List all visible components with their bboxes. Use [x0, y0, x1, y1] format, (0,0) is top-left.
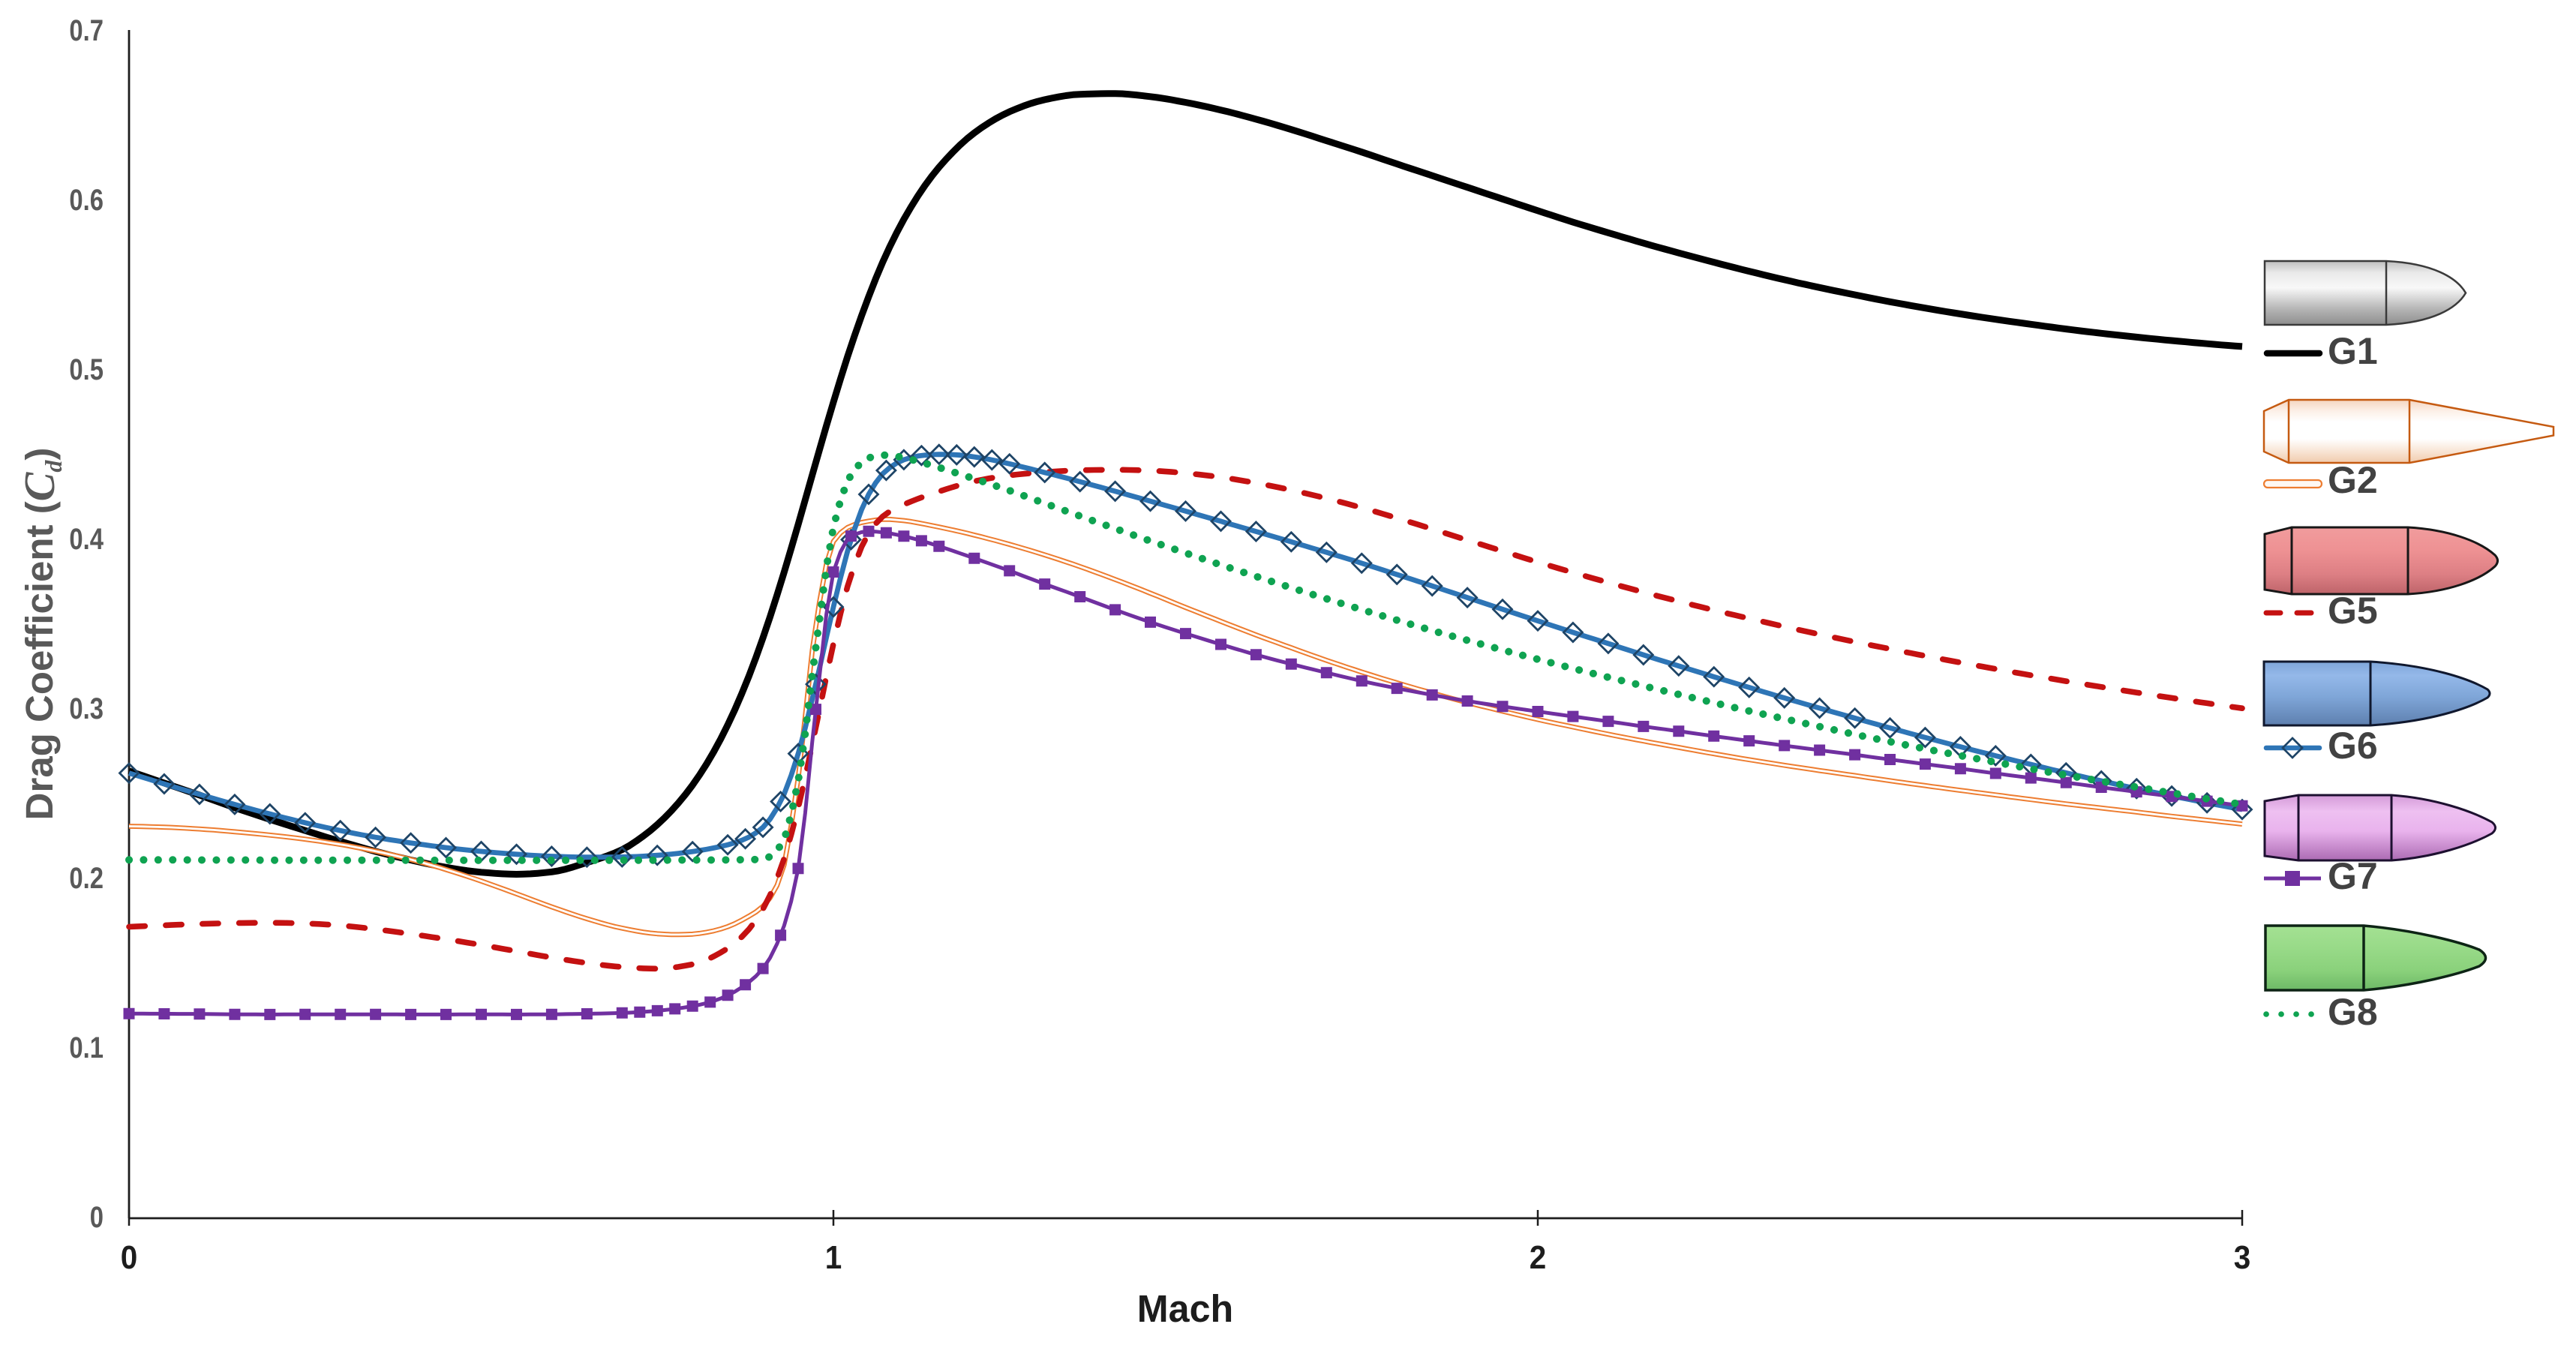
svg-text:0.5: 0.5: [69, 353, 104, 386]
svg-text:0.3: 0.3: [69, 692, 104, 725]
svg-text:0.2: 0.2: [69, 861, 104, 895]
svg-text:Mach: Mach: [1137, 1287, 1233, 1330]
svg-text:1: 1: [825, 1238, 842, 1275]
svg-text:0: 0: [121, 1238, 138, 1275]
svg-text:G1: G1: [2328, 330, 2378, 372]
svg-text:G8: G8: [2328, 991, 2378, 1033]
svg-text:2: 2: [1530, 1238, 1547, 1275]
svg-text:0.7: 0.7: [69, 14, 104, 47]
svg-text:0: 0: [90, 1200, 104, 1234]
svg-text:0.1: 0.1: [69, 1031, 104, 1064]
svg-text:3: 3: [2234, 1238, 2251, 1275]
svg-text:G2: G2: [2328, 459, 2378, 501]
svg-text:0.4: 0.4: [69, 522, 104, 556]
svg-text:G5: G5: [2328, 590, 2378, 632]
svg-text:G7: G7: [2328, 855, 2378, 897]
svg-text:Drag Coefficient (Cd): Drag Coefficient (Cd): [15, 448, 67, 821]
svg-text:0.6: 0.6: [69, 183, 104, 217]
svg-text:G6: G6: [2328, 725, 2378, 767]
